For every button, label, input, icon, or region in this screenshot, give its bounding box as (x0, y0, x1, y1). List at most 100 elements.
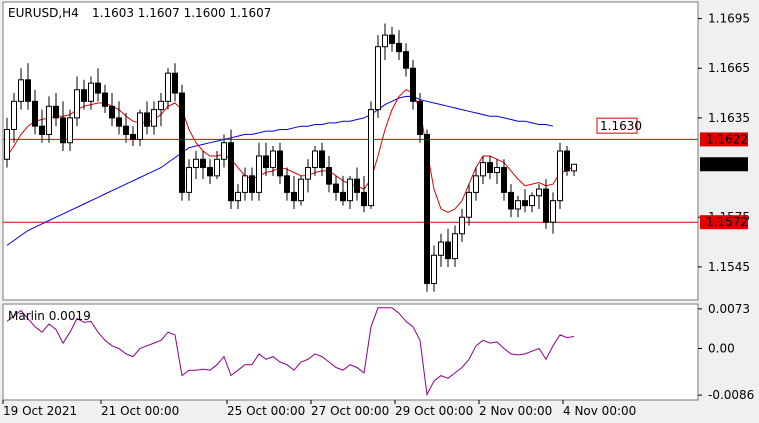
time-tick-label: 4 Nov 00:00 (563, 404, 636, 418)
candle-body-down (333, 183, 339, 193)
indicator-tick-label: -0.0086 (708, 388, 754, 402)
candle-body-down (403, 51, 409, 69)
candle-body-down (179, 92, 185, 193)
candle-body-down (361, 191, 367, 207)
candle-body-down (53, 105, 59, 119)
candle-body-down (326, 167, 332, 185)
candle (249, 167, 255, 201)
candle-body-up (186, 167, 192, 193)
candle (200, 151, 206, 180)
candle (431, 245, 437, 292)
candle-body-up (298, 178, 304, 202)
price-tick-label: 1.1665 (708, 61, 750, 75)
candle (452, 225, 458, 267)
candle (347, 175, 353, 209)
candle (529, 192, 535, 213)
candle (137, 109, 143, 147)
candle-body-down (263, 155, 269, 169)
ma-slow-value-label: 1.1630 (600, 119, 642, 133)
candle (291, 175, 297, 209)
ma-fast-line (6, 89, 575, 213)
candle (25, 63, 31, 110)
candle-body-up (529, 195, 535, 207)
candle-body-up (571, 163, 577, 172)
candle-body-down (130, 133, 136, 140)
candle (473, 167, 479, 201)
candle-body-down (172, 72, 178, 94)
ohlc-label: 1.1603 1.1607 1.1600 1.1607 (92, 6, 271, 20)
candle-body-down (32, 100, 38, 127)
current-price-label: 1.1607 (706, 157, 748, 171)
indicator-tick-label: 0.00 (708, 341, 735, 355)
candle-body-down (207, 167, 213, 177)
time-tick-label: 29 Oct 00:00 (395, 404, 473, 418)
candle-body-down (396, 42, 402, 53)
candle (557, 142, 563, 209)
symbol-label: EURUSD,H4 (8, 6, 79, 20)
candle (67, 109, 73, 151)
candle (11, 93, 17, 143)
time-tick-label: 21 Oct 00:00 (101, 404, 179, 418)
candle-body-up (214, 158, 220, 177)
indicator-tick-label: 0.0073 (708, 302, 750, 316)
candle-body-up (242, 175, 248, 193)
candle-body-up (11, 100, 17, 130)
candle-body-down (284, 175, 290, 193)
time-tick-label: 2 Nov 00:00 (479, 404, 552, 418)
candle (144, 101, 150, 135)
candle-body-up (158, 100, 164, 111)
candle (46, 96, 52, 143)
candle (333, 175, 339, 201)
candle (466, 184, 472, 226)
candle (326, 155, 332, 193)
price-tick-label: 1.1695 (708, 12, 750, 26)
candle-body-down (95, 82, 101, 94)
candle (123, 112, 129, 143)
candle (179, 84, 185, 201)
candle (81, 79, 87, 110)
candle-body-up (256, 155, 262, 193)
level-badge-label: 1.1572 (706, 215, 748, 229)
price-tick-label: 1.1635 (708, 111, 750, 125)
candle-body-down (102, 92, 108, 107)
candle-body-up (382, 34, 388, 48)
candle (158, 93, 164, 127)
candle (39, 109, 45, 143)
indicator-panel (2, 303, 699, 401)
candle (284, 167, 290, 201)
candle (382, 23, 388, 60)
candle-body-up (67, 117, 73, 144)
candle (256, 142, 262, 201)
candle (18, 68, 24, 110)
candle-body-up (452, 233, 458, 260)
candle (424, 129, 430, 292)
candle-body-down (354, 178, 360, 193)
level-badge-label: 1.1622 (706, 132, 748, 146)
candle (88, 76, 94, 110)
price-tick-label: 1.1545 (708, 260, 750, 274)
candle (277, 142, 283, 185)
candle (417, 93, 423, 143)
candle-body-up (46, 105, 52, 135)
candle-body-down (25, 79, 31, 102)
candle-body-up (494, 167, 500, 174)
candle-body-down (39, 125, 45, 135)
candle-body-down (291, 191, 297, 202)
time-tick-label: 19 Oct 2021 (3, 404, 77, 418)
indicator-line (6, 307, 575, 397)
candle (109, 93, 115, 127)
candle (305, 159, 311, 193)
candle-body-up (515, 200, 521, 210)
candle (298, 175, 304, 206)
candle (228, 129, 234, 209)
price-panel (2, 1, 699, 301)
candle-body-up (312, 150, 318, 169)
candle-body-up (221, 142, 227, 160)
candle-body-up (151, 109, 157, 127)
candle-body-down (319, 150, 325, 169)
candle (375, 35, 381, 118)
candle-body-up (270, 150, 276, 169)
candle (32, 89, 38, 135)
candle-body-down (249, 175, 255, 193)
